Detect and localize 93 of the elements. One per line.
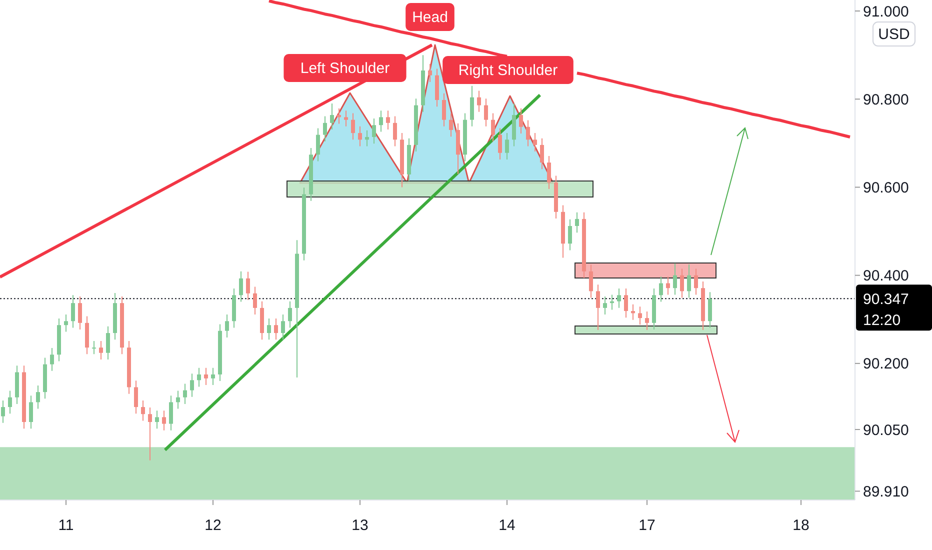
candlestick: [148, 406, 152, 461]
candlestick: [92, 340, 96, 355]
candlestick: [1, 400, 5, 424]
candlestick: [589, 264, 593, 298]
candlestick: [673, 262, 677, 296]
annotation: Right Shoulder: [458, 62, 558, 79]
candlestick: [253, 286, 257, 316]
candlestick: [99, 340, 103, 360]
candlestick: [694, 268, 698, 296]
candlestick: [477, 90, 481, 112]
candlestick: [316, 128, 320, 162]
candlestick: [239, 270, 243, 302]
candlestick: [379, 110, 383, 132]
y-tick-label: 89.910: [863, 483, 909, 500]
y-tick-label: 90.050: [863, 422, 909, 439]
candlestick: [71, 294, 75, 328]
y-tick-label: 90.400: [863, 268, 909, 285]
text: 12:20: [863, 312, 901, 329]
x-tick-label: 17: [638, 517, 656, 534]
candlestick: [470, 85, 474, 127]
candlestick: [631, 304, 635, 320]
candlestick: [134, 380, 138, 414]
x-tick-label: 18: [792, 517, 810, 534]
candlestick: [351, 112, 355, 140]
candlestick: [498, 128, 502, 160]
candlestick: [162, 410, 166, 431]
candlestick: [645, 310, 649, 330]
candlestick: [323, 116, 327, 142]
annotation: Head: [412, 9, 448, 26]
candlestick: [246, 271, 250, 300]
candlestick: [274, 318, 278, 340]
x-tick-label: 13: [352, 517, 368, 534]
candlestick: [176, 390, 180, 410]
y-tick-label: 90.200: [863, 356, 909, 373]
x-tick-label: 14: [498, 517, 516, 534]
candlestick: [190, 373, 194, 398]
candlestick: [617, 288, 621, 308]
candlestick: [428, 63, 432, 82]
candlestick: [337, 108, 341, 124]
candlestick: [519, 108, 523, 134]
candlestick: [442, 92, 446, 127]
candlestick: [547, 155, 551, 190]
candlestick: [169, 395, 173, 431]
candlestick: [330, 103, 334, 130]
candlestick: [8, 390, 12, 414]
candlestick: [267, 318, 271, 340]
candlestick: [624, 288, 628, 318]
candlestick: [575, 212, 579, 234]
candlestick: [183, 383, 187, 404]
candlestick: [211, 367, 215, 386]
candlestick: [344, 110, 348, 127]
candlestick: [596, 284, 600, 330]
candlestick: [687, 264, 691, 298]
candlestick: [533, 132, 537, 152]
y-tick-label: 90.800: [863, 91, 909, 108]
candlestick: [204, 367, 208, 386]
candlestick: [680, 268, 684, 298]
candlestick: [526, 120, 530, 147]
candlestick: [393, 116, 397, 147]
candlestick: [638, 306, 642, 326]
candlestick: [449, 112, 453, 138]
candlestick: [78, 296, 82, 330]
candlestick: [372, 118, 376, 144]
candlestick: [225, 314, 229, 338]
annotation: Left Shoulder: [300, 60, 390, 77]
ref-line-label: 90.347: [863, 290, 909, 308]
candlestick: [484, 98, 488, 127]
candlestick: [197, 367, 201, 388]
candlestick: [568, 218, 572, 251]
candlestick: [106, 326, 110, 360]
candlestick: [141, 400, 145, 422]
candlestick: [365, 130, 369, 147]
candlestick: [358, 126, 362, 147]
candlestick: [288, 300, 292, 328]
text: USD: [878, 26, 910, 43]
candlestick: [659, 276, 663, 302]
candlestick: [603, 296, 607, 316]
candlestick: [386, 110, 390, 130]
x-tick-label: 12: [204, 517, 222, 534]
candlestick: [155, 410, 159, 430]
candlestick: [505, 132, 509, 160]
y-tick-label: 91.000: [863, 3, 909, 20]
candlestick: [540, 138, 544, 170]
candlestick: [491, 112, 495, 142]
candlestick: [50, 348, 54, 372]
candlestick: [666, 276, 670, 296]
candlestick: [29, 395, 33, 430]
candlestick: [36, 384, 40, 410]
candlestick: [281, 314, 285, 340]
x-tick-label: 11: [58, 517, 74, 534]
candlestick: [708, 292, 712, 328]
y-tick-label: 90.600: [863, 179, 909, 196]
candlestick: [64, 314, 68, 332]
